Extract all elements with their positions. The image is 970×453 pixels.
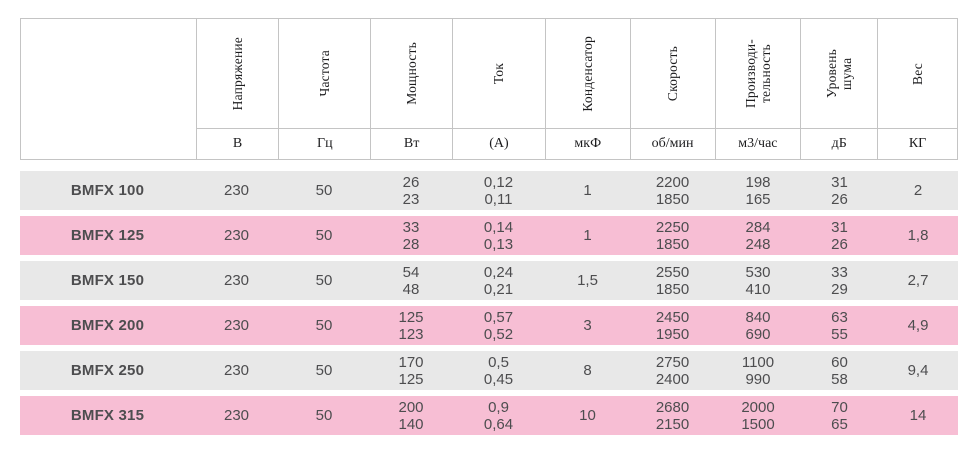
table-row: BMFX 125 230 50 33 28 0,14 0,13 1 2250 1850 284… xyxy=(20,216,958,255)
value-cell: 125 123 xyxy=(398,308,424,343)
value-cell: 50 xyxy=(315,362,333,379)
value-cell: 1,5 xyxy=(577,272,598,289)
model-name: BMFX 150 xyxy=(70,272,145,289)
model-name: BMFX 100 xyxy=(70,182,145,199)
value-cell: 33 29 xyxy=(831,263,848,298)
model-name: BMFX 250 xyxy=(70,362,145,379)
header-col-airflow: Производи- тельность м3/час xyxy=(714,19,801,159)
value-cell: 0,9 0,64 xyxy=(483,398,514,433)
value-cell: 170 125 xyxy=(398,353,424,388)
value-cell: 200 140 xyxy=(398,398,424,433)
value-cell: 31 26 xyxy=(831,218,848,253)
column-title: Производи- тельность xyxy=(742,38,773,109)
value-cell: 840 690 xyxy=(745,308,771,343)
model-name: BMFX 315 xyxy=(70,407,145,424)
table-row: BMFX 100 230 50 26 23 0,12 0,11 1 2200 1850 198… xyxy=(20,171,958,210)
value-cell: 60 58 xyxy=(831,353,848,388)
value-cell: 2250 1850 xyxy=(655,218,690,253)
value-cell: 4,9 xyxy=(907,317,929,334)
column-unit: мкФ xyxy=(574,136,602,151)
column-title: Уровень шума xyxy=(824,49,855,98)
value-cell: 9,4 xyxy=(907,362,929,379)
value-cell: 230 xyxy=(223,227,250,244)
value-cell: 0,57 0,52 xyxy=(483,308,514,343)
value-cell: 10 xyxy=(579,407,596,424)
column-title: Частота xyxy=(317,50,333,97)
value-cell: 8 xyxy=(583,362,592,379)
value-cell: 63 55 xyxy=(831,308,848,343)
column-unit: Гц xyxy=(317,136,333,151)
value-cell: 54 48 xyxy=(402,263,420,298)
header-col-model xyxy=(21,19,196,159)
column-title: Конденсатор xyxy=(580,35,596,112)
model-name: BMFX 200 xyxy=(70,317,145,334)
header-col-speed: Скорость об/мин xyxy=(629,19,715,159)
column-title: Ток xyxy=(491,62,507,85)
column-unit: КГ xyxy=(908,136,927,151)
value-cell: 2450 1950 xyxy=(655,308,690,343)
table-row: BMFX 200 230 50 125 123 0,57 0,52 3 2450 1950 8… xyxy=(20,306,958,345)
model-name: BMFX 125 xyxy=(70,227,145,244)
value-cell: 230 xyxy=(223,182,250,199)
value-cell: 2,7 xyxy=(907,272,929,289)
header-col-noise: Уровень шума дБ xyxy=(800,19,878,159)
header-col-current: Ток (А) xyxy=(452,19,545,159)
column-title: Мощность xyxy=(404,42,420,105)
header-col-weight: Вес КГ xyxy=(877,19,957,159)
value-cell: 50 xyxy=(315,272,333,289)
value-cell: 230 xyxy=(223,407,250,424)
value-cell: 0,24 0,21 xyxy=(483,263,514,298)
value-cell: 2750 2400 xyxy=(655,353,690,388)
header-col-capacitor: Конденсатор мкФ xyxy=(544,19,630,159)
value-cell: 230 xyxy=(223,317,250,334)
value-cell: 2 xyxy=(913,182,923,199)
value-cell: 26 23 xyxy=(402,173,420,208)
value-cell: 33 28 xyxy=(402,218,420,253)
value-cell: 1100 990 xyxy=(741,353,775,388)
value-cell: 198 165 xyxy=(745,173,771,208)
value-cell: 230 xyxy=(223,362,250,379)
value-cell: 50 xyxy=(315,182,333,199)
column-unit: (А) xyxy=(489,136,509,151)
value-cell: 31 26 xyxy=(831,173,848,208)
value-cell: 230 xyxy=(223,272,250,289)
value-cell: 1,8 xyxy=(907,227,929,244)
value-cell: 0,5 0,45 xyxy=(483,353,514,388)
table-body: BMFX 100 230 50 26 23 0,12 0,11 1 2200 1850 198… xyxy=(20,171,958,435)
column-unit: м3/час xyxy=(738,136,778,151)
column-title: Скорость xyxy=(665,45,681,102)
header-col-power: Мощность Вт xyxy=(370,19,453,159)
value-cell: 0,14 0,13 xyxy=(483,218,514,253)
value-cell: 50 xyxy=(315,227,333,244)
column-unit: В xyxy=(232,136,243,151)
table-row: BMFX 250 230 50 170 125 0,5 0,45 8 2750 2400 11… xyxy=(20,351,958,390)
value-cell: 1 xyxy=(583,182,592,199)
header-col-voltage: Напряжение В xyxy=(195,19,279,159)
spec-table: Напряжение В Частота Гц Мощность Вт Ток … xyxy=(20,18,958,435)
value-cell: 284 248 xyxy=(745,218,771,253)
value-cell: 14 xyxy=(909,407,927,424)
value-cell: 2200 1850 xyxy=(655,173,690,208)
value-cell: 50 xyxy=(315,317,333,334)
value-cell: 530 410 xyxy=(745,263,771,298)
column-unit: дБ xyxy=(831,136,847,151)
column-title: Вес xyxy=(910,62,926,85)
column-unit: Вт xyxy=(403,136,420,151)
value-cell: 70 65 xyxy=(831,398,848,433)
value-cell: 3 xyxy=(583,317,592,334)
value-cell: 50 xyxy=(315,407,333,424)
column-unit: об/мин xyxy=(651,136,694,151)
table-header: Напряжение В Частота Гц Мощность Вт Ток … xyxy=(20,18,958,160)
value-cell: 2680 2150 xyxy=(655,398,690,433)
value-cell: 0,12 0,11 xyxy=(483,173,514,208)
table-row: BMFX 150 230 50 54 48 0,24 0,21 1,5 2550 1850 5… xyxy=(20,261,958,300)
value-cell: 2000 1500 xyxy=(741,398,775,433)
table-row: BMFX 315 230 50 200 140 0,9 0,64 10 2680 2150 2… xyxy=(20,396,958,435)
value-cell: 2550 1850 xyxy=(655,263,690,298)
column-title: Напряжение xyxy=(230,36,246,111)
value-cell: 1 xyxy=(583,227,592,244)
header-empty-cell xyxy=(21,19,196,159)
header-col-frequency: Частота Гц xyxy=(278,19,371,159)
